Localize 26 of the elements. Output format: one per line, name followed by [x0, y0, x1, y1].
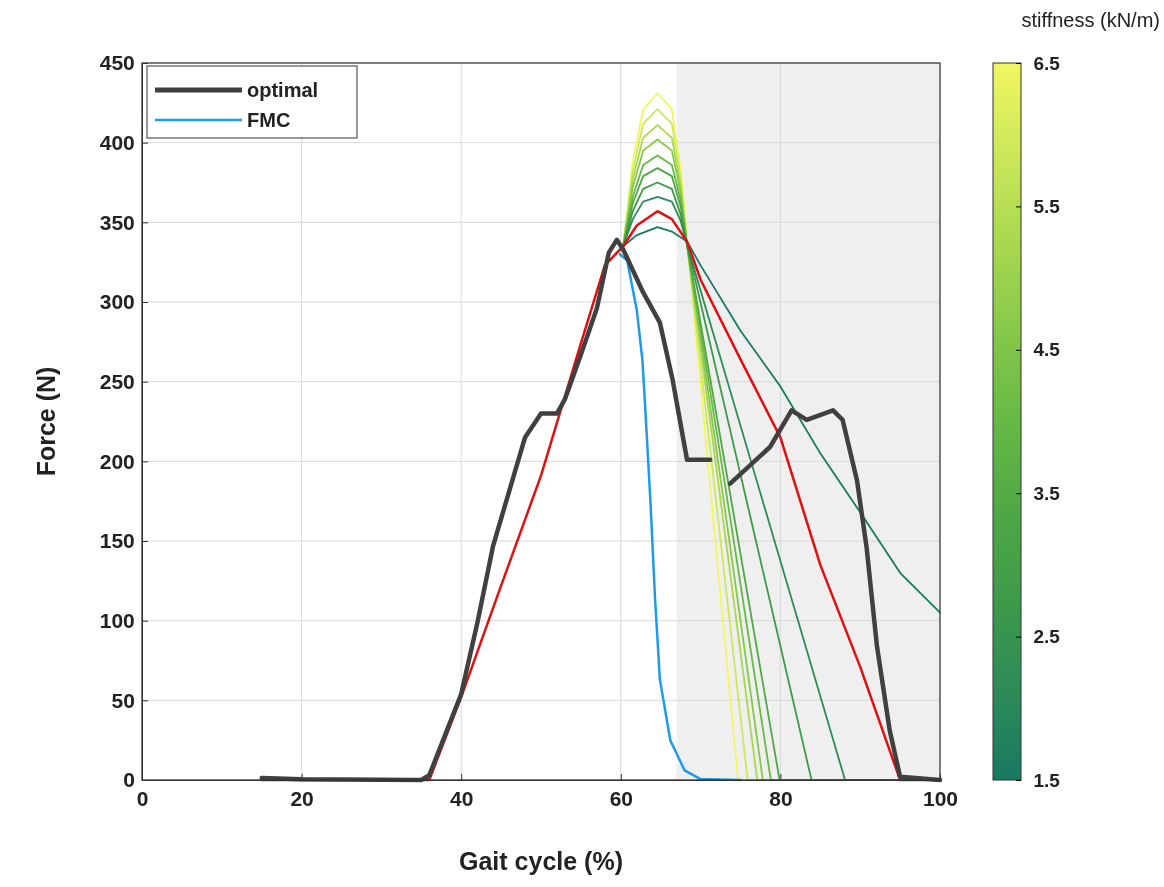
y-tick-label: 100: [99, 608, 135, 632]
x-tick-label: 60: [609, 787, 633, 811]
y-tick-label: 250: [99, 369, 135, 393]
color-bar-label: 4.5: [1033, 339, 1061, 361]
y-tick-label: 350: [99, 210, 135, 234]
y-tick-label: 400: [99, 130, 135, 154]
color-bar-label: 5.5: [1033, 195, 1061, 217]
x-axis-title: Gait cycle (%): [459, 847, 623, 875]
x-tick-label: 20: [290, 787, 314, 811]
y-tick-label: 50: [111, 688, 135, 712]
y-tick-label: 150: [99, 529, 135, 553]
color-bar-label: 2.5: [1033, 626, 1061, 648]
x-tick-label: 80: [769, 787, 793, 811]
legend-label: FMC: [247, 109, 291, 131]
y-tick-label: 200: [99, 449, 135, 473]
y-axis-title: Force (N): [32, 366, 60, 477]
x-tick-label: 40: [450, 787, 474, 811]
y-tick-label: 0: [123, 768, 135, 792]
x-tick-label: 100: [922, 787, 959, 811]
color-bar-title: stiffness (kN/m): [1021, 9, 1160, 31]
color-bar-label: 6.5: [1033, 52, 1061, 74]
y-tick-label: 450: [99, 51, 135, 75]
color-bar-label: 1.5: [1033, 769, 1061, 791]
legend-label: optimal: [247, 79, 319, 101]
color-bar-label: 3.5: [1033, 482, 1061, 504]
y-tick-label: 300: [99, 290, 135, 314]
